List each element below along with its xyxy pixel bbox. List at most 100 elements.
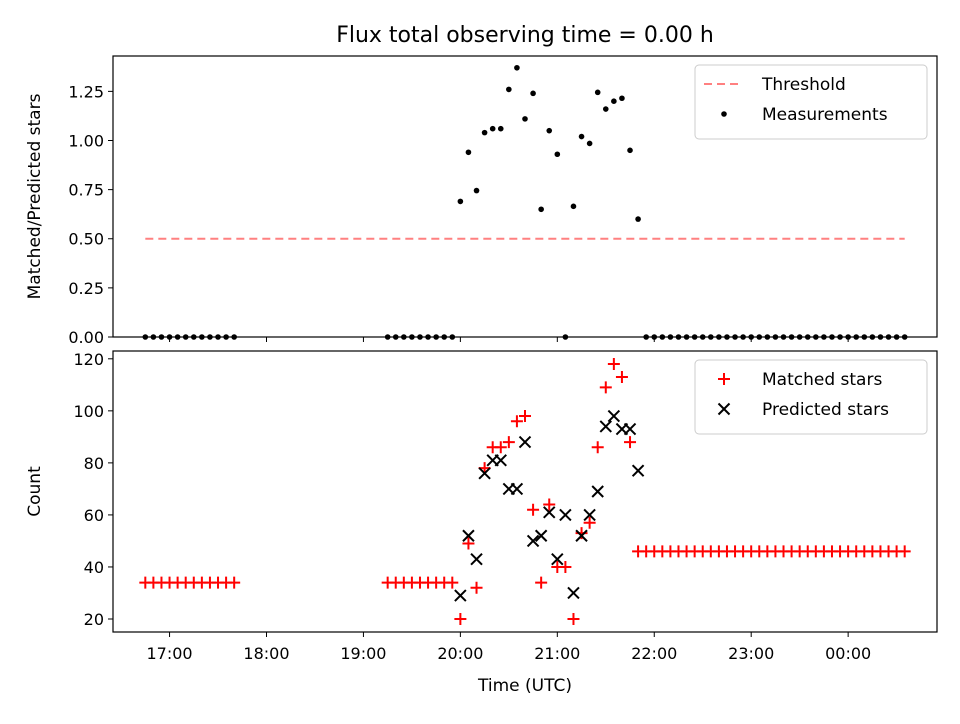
matched-star-point [228, 576, 241, 589]
measurement-point [837, 334, 843, 340]
measurement-point [546, 127, 553, 134]
legend-predicted-swatch [717, 402, 731, 416]
predicted-star-point [631, 464, 645, 477]
measurement-point [885, 334, 892, 340]
predicted-star-point [599, 420, 612, 433]
measurement-point [804, 334, 811, 340]
predicted-star-point [526, 534, 540, 548]
measurement-point [845, 334, 851, 340]
matched-star-point [494, 441, 507, 454]
matched-star-point [535, 576, 548, 589]
y-axis-label: Matched/Predicted stars [25, 93, 45, 299]
matched-star-point [462, 537, 475, 550]
measurement-point [861, 334, 868, 340]
predicted-star-point [454, 589, 467, 602]
measurement-point [788, 334, 795, 340]
measurement-point [449, 334, 456, 340]
measurement-point [215, 334, 221, 340]
matched-star-point [591, 441, 604, 454]
measurement-point [223, 334, 229, 340]
measurement-point [158, 334, 165, 340]
measurement-point [708, 334, 714, 340]
measurement-point [699, 334, 706, 340]
measurement-point [570, 203, 577, 210]
x-tick-label: 17:00 [146, 644, 192, 663]
measurement-point [611, 98, 617, 104]
measurement-point [497, 125, 504, 132]
measurement-point [724, 334, 730, 340]
matched-star-point [599, 381, 612, 394]
x-tick-label: 19:00 [340, 644, 386, 663]
measurement-point [166, 334, 173, 340]
predicted-star-point [567, 586, 580, 600]
measurement-point [457, 198, 464, 205]
y-tick-label: 20 [84, 610, 104, 629]
legend-label: Threshold [761, 75, 846, 95]
measurement-point [150, 334, 157, 340]
y-tick-label: 0.00 [68, 328, 104, 347]
measurement-point [796, 334, 803, 340]
measurement-point [433, 334, 439, 340]
x-tick-label: 18:00 [243, 644, 289, 663]
measurement-point [764, 334, 771, 340]
measurement-point [142, 334, 149, 340]
predicted-star-point [470, 552, 483, 566]
predicted-star-point [575, 529, 588, 542]
matched-star-point [510, 415, 523, 428]
x-tick-label: 23:00 [728, 644, 774, 663]
measurement-point [602, 106, 609, 112]
x-tick-label: 00:00 [825, 644, 871, 663]
measurement-point [675, 334, 682, 340]
predicted-star-point [583, 508, 596, 522]
measurement-point [869, 334, 876, 340]
measurement-point [619, 95, 625, 102]
measurement-point [384, 334, 391, 340]
x-tick-label: 20:00 [437, 644, 483, 663]
measurement-point [901, 334, 908, 340]
matched-star-point [527, 503, 540, 516]
measurement-point [392, 334, 399, 340]
measurement-point [473, 187, 480, 194]
predicted-star-point [478, 467, 491, 480]
measurement-point [732, 334, 738, 340]
y-tick-label: 1.25 [68, 82, 104, 101]
matched-star-point [583, 516, 596, 529]
x-axis-label: Time (UTC) [477, 676, 572, 696]
measurement-point [506, 86, 512, 93]
matched-star-point [575, 527, 588, 540]
predicted-star-point [623, 422, 637, 436]
y-tick-label: 40 [84, 558, 104, 577]
measurement-point [174, 334, 181, 340]
matched-star-point [446, 576, 459, 589]
measurement-point [481, 129, 488, 136]
matched-star-point [470, 581, 483, 594]
x-tick-label: 22:00 [631, 644, 677, 663]
measurement-point [853, 334, 860, 340]
measurement-point [748, 334, 754, 340]
chart-title: Flux total observing time = 0.00 h [336, 23, 714, 48]
matched-star-point [454, 612, 467, 625]
measurement-point [465, 149, 472, 156]
measurement-point [554, 151, 561, 158]
measurement-point [562, 334, 569, 340]
measurement-point [643, 334, 649, 340]
measurement-point [586, 140, 593, 147]
measurement-point [231, 334, 237, 340]
ratio-panel: 0.00 0.25 0.50 0.75 1.00 1.25 Matched/Predicte… [25, 55, 938, 347]
measurement-point [635, 216, 641, 222]
measurement-point [409, 334, 415, 340]
y-tick-label: 100 [73, 402, 104, 421]
matched-star-point [607, 358, 620, 371]
measurement-point [756, 334, 763, 340]
plot-frame [112, 55, 938, 338]
predicted-star-point [518, 435, 532, 449]
matched-star-point [543, 498, 556, 511]
predicted-star-point [462, 529, 475, 542]
y-tick-label: 80 [84, 454, 104, 473]
matched-star-point [519, 410, 531, 423]
y-tick-label: 0.25 [68, 279, 104, 298]
matched-star-point [624, 436, 637, 449]
measurement-point [522, 116, 528, 122]
legend-label: Matched stars [762, 370, 882, 390]
